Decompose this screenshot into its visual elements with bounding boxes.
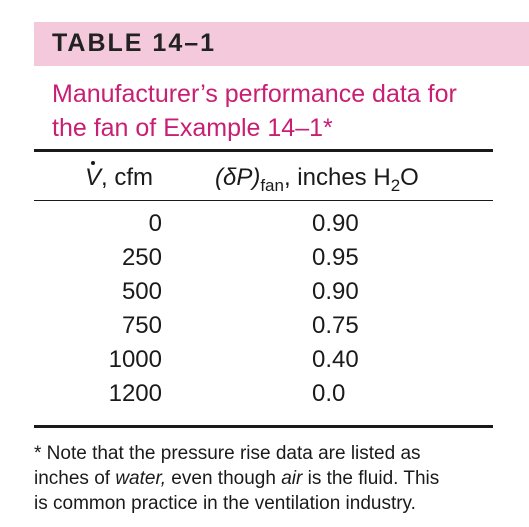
pressure-unit: , inches H (283, 164, 391, 191)
column-header-pressure: (δP)fan, inches H2O (215, 164, 419, 196)
cell-pressure: 0.90 (312, 278, 359, 305)
cell-pressure: 0.95 (312, 244, 359, 271)
cell-pressure: 0.40 (312, 346, 359, 373)
table-header-band (34, 22, 529, 66)
column-header-flow-unit: , cfm (101, 164, 154, 191)
cell-flow: 0 (148, 210, 162, 237)
top-rule (34, 149, 493, 152)
footnote-water: water, (115, 468, 167, 489)
water-o: O (400, 164, 419, 191)
footnote-text: is the fluid. This (302, 468, 440, 489)
footnote-text: inches of (34, 468, 116, 489)
cell-flow: 500 (121, 278, 162, 305)
bottom-rule (34, 425, 493, 428)
cell-flow: 250 (121, 244, 162, 271)
cell-flow: 1000 (108, 346, 162, 373)
cell-flow: 1200 (108, 380, 162, 407)
water-subscript: 2 (390, 175, 401, 195)
footnote-line-3: is common practice in the ventilation in… (34, 493, 416, 514)
table-caption: Manufacturer’s performance data for the … (52, 77, 512, 145)
cell-pressure: 0.90 (312, 210, 359, 237)
pressure-symbol: (δP) (215, 164, 261, 191)
column-header-flow: V, cfm (85, 161, 154, 192)
cell-flow: 750 (121, 312, 162, 339)
pressure-subscript: fan (260, 175, 284, 195)
cell-pressure: 0.0 (312, 380, 346, 407)
caption-line-2: the fan of Example 14–1* (52, 114, 333, 142)
footnote-text: even though (166, 468, 282, 489)
table-label: TABLE 14–1 (52, 29, 217, 57)
footnote: * Note that the pressure rise data are l… (34, 441, 514, 516)
footnote-air: air (281, 468, 303, 489)
header-rule (34, 200, 493, 201)
footnote-line-2: inches of water, even though air is the … (34, 466, 514, 491)
cell-pressure: 0.75 (312, 312, 359, 339)
footnote-line-1: * Note that the pressure rise data are l… (34, 443, 421, 464)
caption-line-1: Manufacturer’s performance data for (52, 80, 457, 108)
volume-flow-symbol: V (85, 161, 102, 191)
